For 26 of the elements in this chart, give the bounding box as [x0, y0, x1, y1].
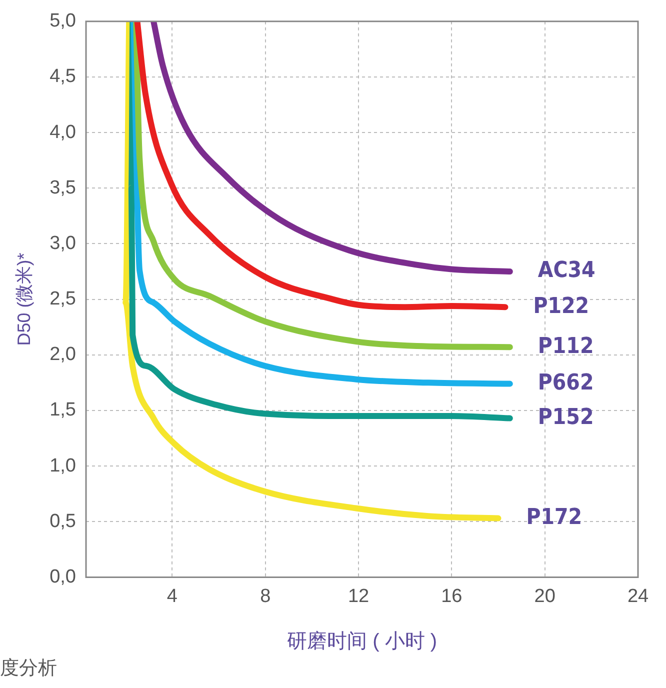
- y-tick-label: 4,5: [50, 66, 76, 88]
- x-tick-label: 16: [441, 586, 462, 607]
- y-axis-title: D50 (微米)*: [14, 252, 34, 346]
- x-tick-label: 20: [534, 586, 556, 607]
- x-tick-label: 24: [627, 586, 649, 607]
- x-axis-title: 研磨时间 ( 小时 ): [287, 630, 438, 653]
- x-tick-label: 8: [260, 586, 271, 607]
- series-label: P122: [533, 294, 590, 319]
- y-tick-label: 4,0: [50, 122, 76, 143]
- y-tick-label: 2,0: [50, 344, 76, 366]
- text: 度分析: [0, 656, 57, 681]
- y-tick-label: 3,0: [50, 232, 76, 254]
- series-label: P152: [538, 404, 594, 430]
- y-tick-label: 0,0: [50, 566, 76, 588]
- x-tick-label: 12: [348, 586, 370, 607]
- y-tick-label: 2,5: [50, 288, 76, 310]
- series-label: P112: [538, 334, 594, 359]
- x-tick-label: 4: [166, 586, 178, 607]
- series-label: AC34: [538, 258, 596, 284]
- y-tick-label: 3,5: [50, 177, 76, 198]
- series-label: P172: [526, 505, 582, 530]
- y-tick-label: 1,0: [50, 455, 76, 476]
- y-tick-label: 0,5: [50, 510, 76, 532]
- series-label: P662: [538, 370, 594, 396]
- y-tick-label: 5,0: [50, 10, 76, 32]
- y-tick-label: 1,5: [50, 400, 76, 421]
